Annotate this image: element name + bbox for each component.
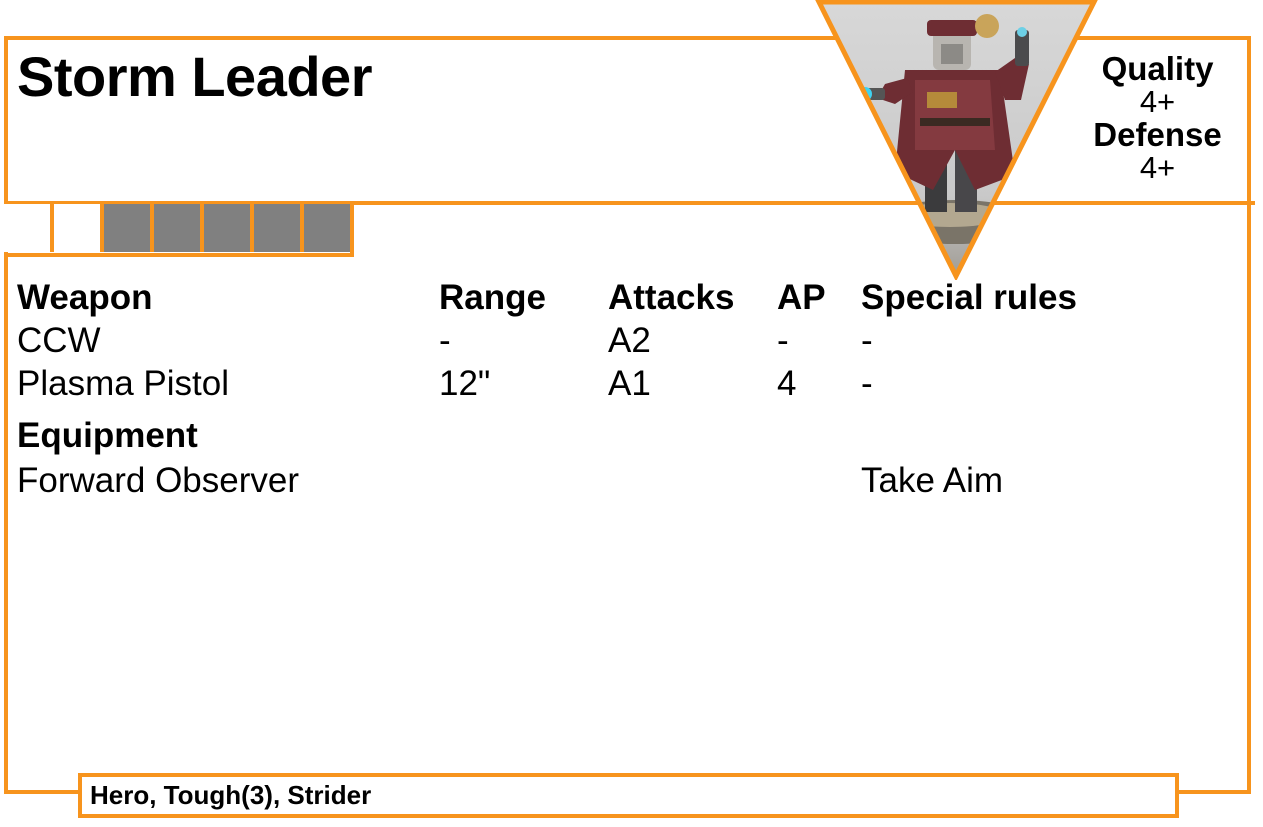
wound-box-filled[interactable] [304, 204, 350, 252]
wound-box-open[interactable] [54, 204, 104, 252]
wound-box-filled[interactable] [204, 204, 254, 252]
weapon-ap: 4 [777, 364, 797, 403]
wound-box-filled[interactable] [104, 204, 154, 252]
defense-value: 4+ [1139, 150, 1176, 185]
weapon-name: CCW [17, 321, 101, 360]
equipment-row: Forward Observer Take Aim [17, 461, 1217, 504]
wound-box-open[interactable] [4, 204, 54, 252]
weapon-special-rules: - [861, 364, 873, 403]
weapons-table: Weapon Range Attacks AP Special rules CC… [17, 278, 1217, 504]
weapon-name: Plasma Pistol [17, 364, 230, 403]
header-ap: AP [777, 278, 826, 317]
header-range: Range [439, 278, 546, 317]
wound-box-filled[interactable] [154, 204, 204, 252]
weapon-attacks: A2 [608, 321, 651, 360]
weapon-ap: - [777, 321, 789, 360]
equipment-rule: Take Aim [861, 461, 1003, 500]
keywords-bar: Hero, Tough(3), Strider [78, 773, 1179, 818]
weapon-attacks: A1 [608, 364, 651, 403]
defense-label: Defense [1093, 116, 1222, 153]
header-divider [4, 201, 1255, 205]
equipment-title: Equipment [17, 416, 198, 455]
weapon-special-rules: - [861, 321, 873, 360]
weapon-range: 12" [439, 364, 491, 403]
weapon-row: Plasma Pistol 12" A1 4 - [17, 364, 1217, 407]
header-attacks: Attacks [608, 278, 735, 317]
weapons-header-row: Weapon Range Attacks AP Special rules [17, 278, 1217, 321]
weapon-row: CCW - A2 - - [17, 321, 1217, 364]
quality-value: 4+ [1139, 84, 1176, 119]
header-special-rules: Special rules [861, 278, 1077, 317]
wound-track [4, 204, 354, 257]
stats-block: Quality 4+ Defense 4+ [1075, 52, 1240, 184]
unit-card [4, 36, 1251, 794]
weapon-range: - [439, 321, 451, 360]
unit-name: Storm Leader [17, 45, 373, 108]
header-weapon: Weapon [17, 278, 153, 317]
miniature-portrait [815, 0, 1098, 280]
wound-box-filled[interactable] [254, 204, 304, 252]
equipment-name: Forward Observer [17, 461, 300, 500]
quality-label: Quality [1101, 50, 1214, 87]
